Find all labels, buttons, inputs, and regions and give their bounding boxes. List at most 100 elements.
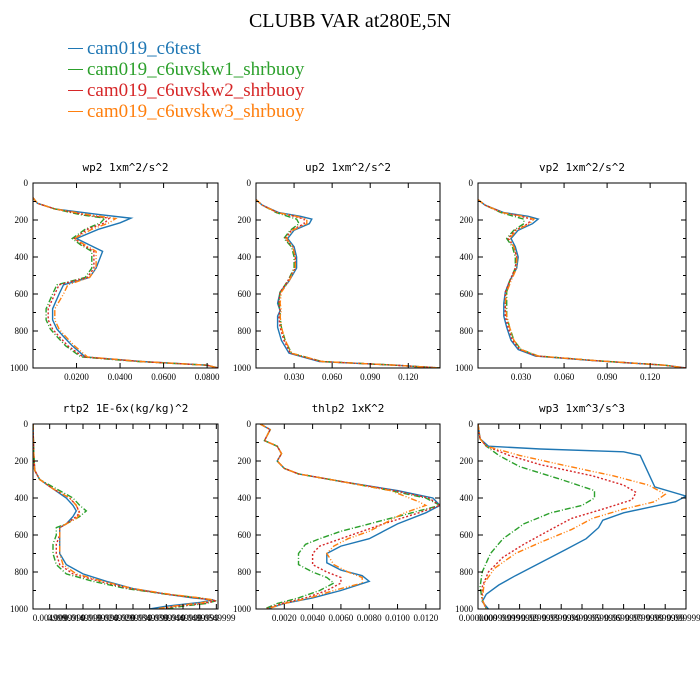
legend-swatch — [68, 48, 83, 49]
y-tick-label: 1000 — [233, 363, 252, 373]
x-tick-label: 0.0349999 — [131, 613, 170, 623]
series-line — [478, 199, 686, 368]
series-line — [259, 424, 440, 609]
x-tick-label: 0.120 — [398, 372, 419, 382]
legend-label: cam019_c6uvskw2_shrbuoy — [87, 79, 305, 101]
y-tick-label: 600 — [238, 530, 252, 540]
chart-title: CLUBB VAR at280E,5N — [248, 10, 452, 32]
x-tick-label: 0.0499999 — [181, 613, 220, 623]
x-tick-label: 0.0000000 — [459, 613, 498, 623]
panel-1: wp2 1xm^2/s^2 0 200 400 600 800 1000 0.0200 0.04… — [10, 161, 220, 382]
y-tick-label: 0 — [247, 419, 252, 429]
x-tick-label: 0.00999999 — [477, 613, 520, 623]
x-tick-label: 0.0299999 — [114, 613, 153, 623]
x-tick-label: 0.0099999 — [47, 613, 86, 623]
plot-frame — [477, 423, 687, 610]
legend-swatch — [68, 90, 83, 91]
panel-title: rtp2 1E-6x(kg/kg)^2 — [63, 402, 189, 415]
y-tick-label: 200 — [460, 215, 474, 225]
y-tick-label: 200 — [15, 456, 29, 466]
y-tick-label: 0 — [469, 178, 474, 188]
y-tick-label: 800 — [460, 567, 474, 577]
y-tick-label: 0 — [24, 419, 29, 429]
x-tick-label: 0.0449999 — [164, 613, 203, 623]
panel-4: rtp2 1E-6x(kg/kg)^2 0 200 400 600 800 1000 0.00… — [10, 402, 236, 623]
series-line — [33, 424, 217, 609]
panel-3: vp2 1xm^2/s^2 0 200 400 600 800 1000 0.030 0.060… — [455, 161, 687, 382]
series-line — [259, 424, 440, 609]
y-tick-label: 400 — [238, 493, 252, 503]
legend-label: cam019_c6uvskw3_shrbuoy — [87, 100, 305, 122]
y-tick-label: 800 — [238, 567, 252, 577]
y-tick-label: 600 — [238, 289, 252, 299]
legend-swatch — [68, 69, 83, 70]
legend-item: cam019_c6uvskw3_shrbuoy — [68, 101, 304, 122]
y-tick-label: 1000 — [455, 604, 474, 614]
y-tick-label: 400 — [15, 493, 29, 503]
x-tick-label: 0.030 — [284, 372, 305, 382]
x-tick-label: 0.004999 — [33, 613, 67, 623]
y-tick-label: 1000 — [233, 604, 252, 614]
x-tick-label: 0.060 — [554, 372, 575, 382]
series-line — [33, 197, 218, 368]
y-tick-label: 1000 — [455, 363, 474, 373]
x-tick-label: 0.0060 — [329, 613, 354, 623]
x-tick-label: 0.0599999 — [584, 613, 623, 623]
panel-6: wp3 1xm^3/s^3020040060080010000.00000000… — [455, 402, 700, 623]
panel-2: up2 1xm^2/s^2 0 200 400 600 800 1000 0.030 0.060… — [233, 161, 441, 382]
y-tick-label: 400 — [238, 252, 252, 262]
series-line — [478, 199, 686, 368]
x-tick-label: 0.0799999 — [625, 613, 664, 623]
y-tick-label: 200 — [15, 215, 29, 225]
x-tick-label: 0.0040 — [300, 613, 325, 623]
y-tick-label: 1000 — [10, 363, 29, 373]
x-tick-label: 0.0399999 — [542, 613, 581, 623]
y-tick-label: 800 — [460, 326, 474, 336]
x-tick-label: 0.120 — [640, 372, 661, 382]
y-tick-label: 1000 — [10, 604, 29, 614]
y-tick-label: 600 — [15, 530, 29, 540]
x-tick-label: 0.0399999 — [147, 613, 186, 623]
panel-title: vp2 1xm^2/s^2 — [539, 161, 625, 174]
x-tick-label: 0.0899999 — [646, 613, 685, 623]
plot-frame — [32, 423, 219, 610]
series-line — [33, 197, 218, 368]
legend-swatch — [68, 111, 83, 112]
y-tick-label: 0 — [469, 419, 474, 429]
y-tick-label: 0 — [24, 178, 29, 188]
x-tick-label: 0.0600 — [151, 372, 176, 382]
legend-label: cam019_c6test — [87, 37, 201, 59]
panel-title: wp2 1xm^2/s^2 — [82, 161, 168, 174]
x-tick-label: 0.060 — [322, 372, 343, 382]
panel-title: wp3 1xm^3/s^3 — [539, 402, 625, 415]
x-tick-label: 0.090 — [360, 372, 381, 382]
x-tick-label: 0.0999999 — [667, 613, 700, 623]
legend: cam019_c6test cam019_c6uvskw1_shrbuoy ca… — [68, 38, 304, 122]
x-tick-label: 0.0080 — [357, 613, 382, 623]
panel-title: thlp2 1xK^2 — [312, 402, 385, 415]
x-tick-label: 0.0149999 — [64, 613, 103, 623]
y-tick-label: 0 — [247, 178, 252, 188]
x-tick-label: 0.0499999 — [563, 613, 602, 623]
plot-frame — [477, 182, 687, 369]
y-tick-label: 400 — [460, 493, 474, 503]
series-line — [478, 424, 686, 609]
x-tick-label: 0.0249999 — [97, 613, 136, 623]
series-line — [478, 424, 596, 609]
series-line — [256, 199, 440, 368]
x-tick-label: 0.0020 — [272, 613, 297, 623]
legend-item: cam019_c6uvskw2_shrbuoy — [68, 80, 304, 101]
x-tick-label: 0.0699999 — [604, 613, 643, 623]
series-line — [33, 197, 218, 368]
x-tick-label: 0.0199999 — [81, 613, 120, 623]
series-line — [478, 424, 667, 609]
series-line — [256, 199, 440, 368]
y-tick-label: 400 — [460, 252, 474, 262]
y-tick-label: 800 — [238, 326, 252, 336]
x-tick-label: 0.0400 — [108, 372, 133, 382]
y-tick-label: 600 — [15, 289, 29, 299]
x-tick-label: 0.0199999 — [500, 613, 539, 623]
series-line — [33, 424, 214, 609]
y-tick-label: 200 — [238, 215, 252, 225]
